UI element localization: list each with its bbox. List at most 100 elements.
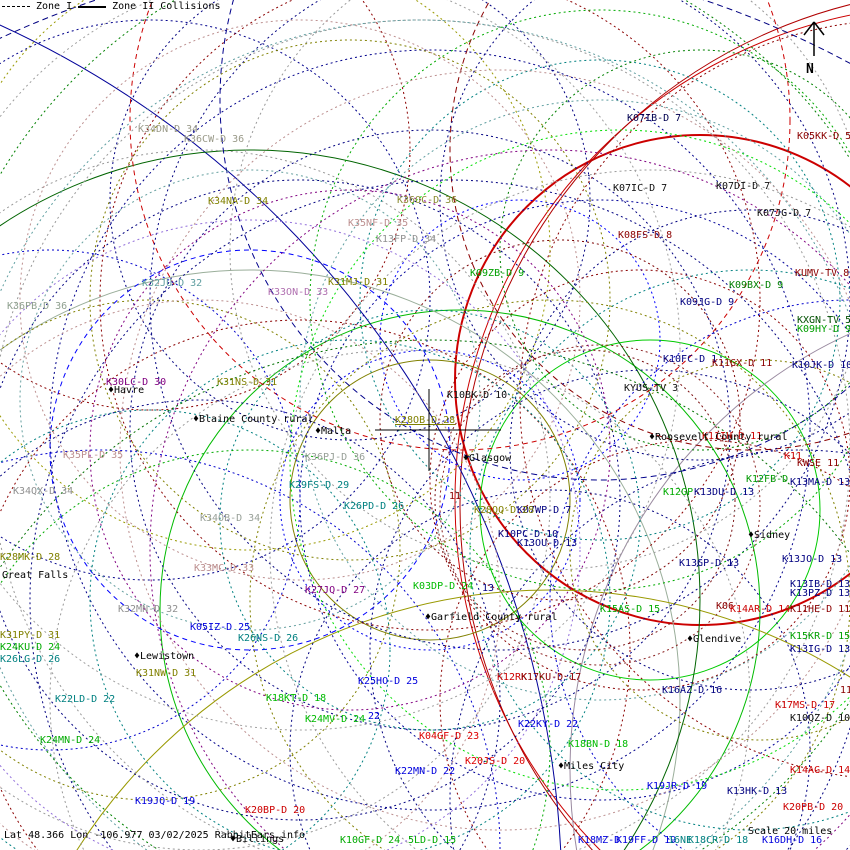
station-label[interactable]: K14AR-D 14	[730, 604, 791, 615]
station-label[interactable]: K31NW-D 31	[136, 668, 197, 679]
station-label[interactable]: K11	[784, 451, 803, 462]
station-label[interactable]: K20PB-D 20	[783, 802, 844, 813]
station-label[interactable]: K07IC-D 7	[613, 183, 668, 194]
station-label[interactable]: K18KT-D 18	[266, 693, 327, 704]
station-label[interactable]: K13PZ-D 13	[790, 588, 850, 599]
station-label[interactable]: K13MA-D 13	[790, 477, 850, 488]
station-label[interactable]: K10BK-D 10	[447, 390, 508, 401]
station-label[interactable]: K17MS-D 17	[775, 700, 836, 711]
station-label[interactable]: K16AZ-D 16	[662, 685, 723, 696]
station-label[interactable]: KYUS-TV 3	[624, 383, 679, 394]
station-label[interactable]: K07WP-D 7	[517, 505, 572, 516]
station-label[interactable]: K20JS-D 20	[465, 756, 526, 767]
station-label[interactable]: K25HO-D 25	[358, 676, 419, 687]
station-label[interactable]: K36PB-D 36	[7, 301, 68, 312]
station-label[interactable]: K10GF-D 24	[340, 835, 401, 846]
station-label[interactable]: K32MN-D 32	[118, 604, 179, 615]
station-label[interactable]: K18BN-D 18	[568, 739, 629, 750]
station-label[interactable]: K19JQ-D 19	[135, 796, 196, 807]
station-label[interactable]: K18CR-D 18	[688, 835, 749, 846]
station-label[interactable]: K11GX-D 11	[712, 358, 773, 369]
station-label[interactable]: K28QQ-D 28	[474, 505, 535, 516]
station-label[interactable]: K08FS-D 8	[618, 230, 673, 241]
station-label[interactable]: K10JK-D 10	[792, 360, 850, 371]
station-label[interactable]: K34NA-D 34	[208, 196, 269, 207]
station-label[interactable]: K13OU-D 13	[517, 538, 578, 549]
station-label[interactable]: K13FP-D 34	[376, 234, 437, 245]
station-label[interactable]: K26LG-D 26	[0, 654, 61, 665]
station-label[interactable]: K10FC-D 1	[663, 354, 718, 365]
station-label[interactable]: K14AG-D 14	[790, 765, 850, 776]
station-label[interactable]: K26PD-D 26	[344, 501, 405, 512]
station-label[interactable]: K26NS-D 26	[238, 633, 299, 644]
station-label[interactable]: K09JG-D 9	[680, 297, 735, 308]
station-label[interactable]: K15KR-D 15	[790, 631, 850, 642]
station-label[interactable]: K07IB-D 7	[627, 113, 682, 124]
station-label[interactable]: K05IZ-D 25	[190, 622, 251, 633]
station-label[interactable]: K10PC-D 10	[498, 529, 559, 540]
station-label[interactable]: K20BP-D 20	[245, 805, 306, 816]
station-label[interactable]: K24KU-D 24	[0, 642, 61, 653]
station-label[interactable]: 5LD-D 15	[408, 835, 457, 846]
station-label[interactable]: K12FB-D	[746, 474, 789, 485]
station-label[interactable]: K29FS-D 29	[289, 480, 350, 491]
station-label[interactable]: 16NE	[668, 835, 693, 846]
station-label[interactable]: K34OB-D 34	[200, 513, 261, 524]
station-label[interactable]: KXGN-TV 5	[797, 315, 850, 326]
station-label[interactable]: K13HK-D 13	[727, 786, 788, 797]
station-label[interactable]: K12RK	[497, 672, 528, 683]
station-label[interactable]: K18MZ-D	[578, 835, 621, 846]
station-label[interactable]: K28MK-D 28	[0, 552, 61, 563]
station-label[interactable]: K30LC-D 30	[106, 377, 167, 388]
station-label[interactable]: K12GP	[663, 487, 694, 498]
station-label[interactable]: 11	[840, 685, 850, 696]
station-label[interactable]: K35PL-D 35	[63, 450, 124, 461]
station-label[interactable]: K06	[716, 601, 735, 612]
station-label[interactable]: K22MN-D 22	[395, 766, 456, 777]
station-label[interactable]: K22KY-D 22	[518, 719, 579, 730]
station-label[interactable]: K36PJ-D 36	[305, 452, 366, 463]
station-label[interactable]: K34QX-D 34	[13, 486, 74, 497]
station-label[interactable]: K31MJ-D 31	[328, 277, 389, 288]
station-label[interactable]: K36CW-D 36	[184, 134, 245, 145]
station-label[interactable]: K11IH-D 11	[702, 431, 763, 442]
station-label[interactable]: 22	[368, 711, 381, 722]
station-label[interactable]: K13DU-D 13	[694, 487, 755, 498]
station-label[interactable]: K04GF-D 23	[419, 731, 480, 742]
station-label[interactable]: K31NS-D 31	[217, 377, 278, 388]
station-label-selected[interactable]: K28OB-D 28	[395, 415, 456, 426]
station-label[interactable]: K22LD-D 22	[55, 694, 116, 705]
station-label[interactable]: K19JR-D 19	[647, 781, 708, 792]
station-label[interactable]: K31PY-D 31	[0, 630, 61, 641]
station-label[interactable]: K35NF-D 35	[348, 218, 409, 229]
station-label[interactable]: K32JU-D 32	[142, 278, 203, 289]
station-label[interactable]: K03DP-D 24	[413, 581, 474, 592]
station-label[interactable]: K13IG-D 13	[790, 644, 850, 655]
station-label[interactable]: K13IB-D 13	[790, 579, 850, 590]
station-label[interactable]: K13GP-D 13	[679, 558, 740, 569]
station-label[interactable]: K24MN-D 24	[40, 735, 101, 746]
station-label[interactable]: K13JO-D 13	[782, 554, 843, 565]
station-label[interactable]: KUMV-TV 8	[795, 268, 850, 279]
station-label[interactable]: K27JQ-D 27	[305, 585, 366, 596]
station-label[interactable]: K09ZB-D 9	[470, 268, 525, 279]
station-label[interactable]: K07JG-D 7	[757, 208, 812, 219]
station-label[interactable]: 13	[482, 583, 495, 594]
station-label[interactable]: K09BX-D 9	[729, 280, 784, 291]
station-label[interactable]: K15AS-D 15	[600, 604, 661, 615]
station-label[interactable]: K33MC-D 33	[194, 563, 255, 574]
station-label[interactable]: K07DI-D 7	[716, 181, 771, 192]
station-label[interactable]: K24MV-D 24	[305, 714, 366, 725]
station-label[interactable]: 11	[449, 491, 462, 502]
station-label[interactable]: K33ON-D 33	[268, 287, 329, 298]
station-label[interactable]: K19FF-D 19	[616, 835, 677, 846]
station-label[interactable]: K05KK-D 5	[797, 131, 850, 142]
station-label[interactable]: K10QZ-D 10	[790, 713, 850, 724]
station-label[interactable]: K09HY-D 9	[797, 324, 850, 335]
station-label[interactable]: K11HE-D 11	[790, 604, 850, 615]
station-label[interactable]: KWSE 11	[797, 458, 840, 469]
station-label[interactable]: K36OC-D 36	[397, 195, 458, 206]
station-label[interactable]: K34DN-D 34	[138, 124, 199, 135]
station-label[interactable]: K16DH-D 16	[762, 835, 823, 846]
